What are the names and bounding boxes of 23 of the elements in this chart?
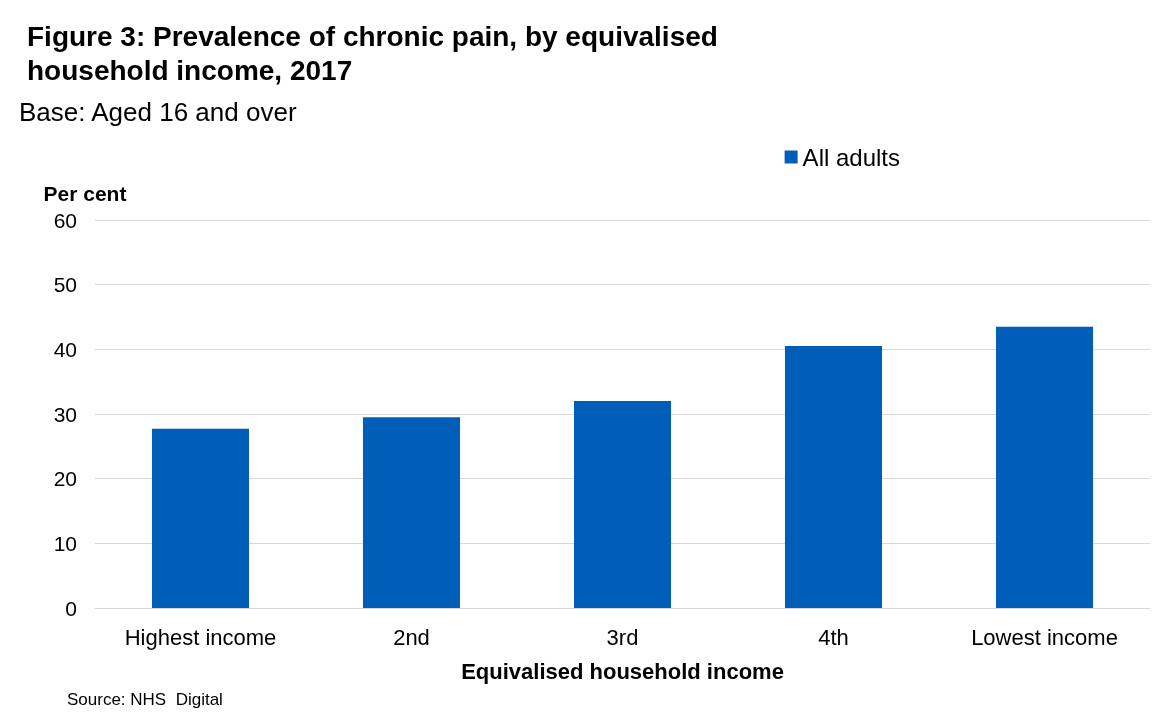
legend-label: All adults xyxy=(802,143,901,171)
y-tick-label: 10 xyxy=(53,531,77,555)
bar xyxy=(362,417,461,608)
chart-title: Figure 3: Prevalence of chronic pain, by equivalised household income, 2017 xyxy=(27,20,718,86)
bar xyxy=(995,326,1094,608)
x-tick-label: Highest income xyxy=(124,624,277,650)
y-tick-label: 60 xyxy=(53,208,77,232)
x-tick-label: Lowest income xyxy=(971,624,1118,650)
bar xyxy=(573,401,672,608)
bar xyxy=(151,428,250,608)
y-tick-label: 40 xyxy=(53,337,77,361)
x-axis-title: Equivalised household income xyxy=(461,658,784,684)
source-note: Source: NHS Digital xyxy=(67,690,223,709)
x-tick-label: 2nd xyxy=(393,624,430,650)
y-tick-label: 50 xyxy=(53,273,77,297)
chart-subtitle: Base: Aged 16 and over xyxy=(19,97,297,127)
x-tick-label: 4th xyxy=(818,624,849,650)
y-tick-label: 20 xyxy=(53,467,77,491)
x-tick-label: 3rd xyxy=(606,624,639,650)
y-tick-label: 30 xyxy=(53,402,77,426)
y-axis-title: Per cent xyxy=(43,182,127,205)
y-tick-label: 0 xyxy=(65,596,77,620)
bar xyxy=(784,346,883,608)
